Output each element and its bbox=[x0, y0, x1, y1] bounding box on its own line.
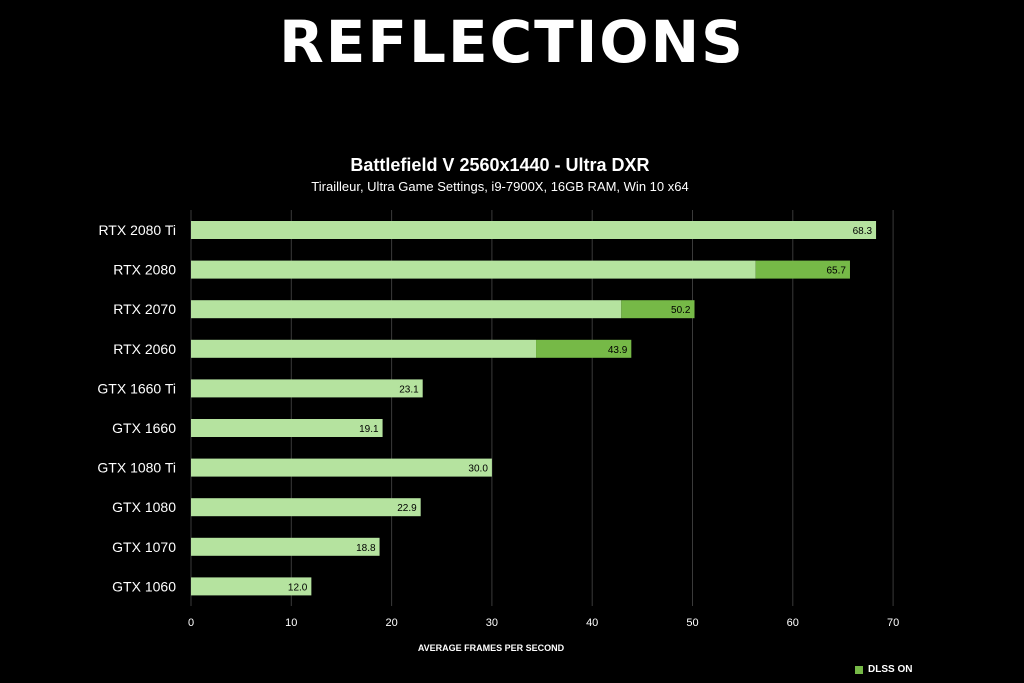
data-label: 22.9 bbox=[397, 503, 417, 514]
category-label: GTX 1080 bbox=[112, 499, 176, 515]
category-label: GTX 1080 Ti bbox=[97, 460, 176, 476]
category-label: GTX 1660 bbox=[112, 420, 176, 436]
category-label: RTX 2060 bbox=[113, 341, 176, 357]
x-tick-label: 70 bbox=[887, 617, 899, 629]
data-label: 43.9 bbox=[608, 345, 628, 356]
bar-base bbox=[191, 458, 492, 477]
x-tick-label: 60 bbox=[787, 617, 799, 629]
x-tick-label: 40 bbox=[586, 617, 598, 629]
data-label: 30.0 bbox=[468, 464, 488, 475]
bar-base bbox=[191, 537, 380, 556]
bar-base bbox=[191, 379, 423, 398]
bar-base bbox=[191, 221, 877, 239]
legend-label-dlss: DLSS ON bbox=[868, 664, 913, 675]
x-tick-label: 30 bbox=[486, 617, 498, 629]
x-tick-label: 50 bbox=[686, 617, 698, 629]
headline: REFLECTIONS bbox=[279, 8, 745, 76]
x-axis-title: AVERAGE FRAMES PER SECOND bbox=[418, 643, 565, 653]
data-label: 68.3 bbox=[853, 226, 873, 237]
data-label: 65.7 bbox=[827, 266, 847, 277]
category-label: RTX 2080 bbox=[113, 262, 176, 278]
bar-base bbox=[191, 300, 622, 319]
data-label: 19.1 bbox=[359, 424, 379, 435]
x-tick-label: 20 bbox=[385, 617, 397, 629]
data-label: 50.2 bbox=[671, 305, 691, 316]
x-tick-label: 0 bbox=[188, 617, 194, 629]
data-label: 23.1 bbox=[399, 384, 419, 395]
category-label: GTX 1660 Ti bbox=[97, 380, 176, 396]
bar-base bbox=[191, 260, 756, 279]
category-label: GTX 1070 bbox=[112, 539, 176, 555]
data-label: 12.0 bbox=[288, 582, 308, 593]
data-label: 18.8 bbox=[356, 543, 376, 554]
chart-subtitle: Tirailleur, Ultra Game Settings, i9-7900… bbox=[311, 179, 689, 194]
legend-swatch-dlss bbox=[855, 665, 863, 674]
bar-base bbox=[191, 498, 421, 517]
bar-base bbox=[191, 577, 312, 596]
bar-dlss bbox=[755, 260, 850, 279]
x-tick-label: 10 bbox=[285, 617, 297, 629]
category-label: GTX 1060 bbox=[112, 578, 176, 594]
bar-dlss bbox=[621, 300, 695, 319]
bar-dlss bbox=[536, 339, 632, 358]
bar-base bbox=[191, 419, 383, 437]
category-label: RTX 2070 bbox=[113, 301, 176, 317]
chart-title: Battlefield V 2560x1440 - Ultra DXR bbox=[350, 155, 650, 175]
legend: DLSS ON bbox=[855, 664, 912, 675]
bar-base bbox=[191, 339, 537, 358]
category-label: RTX 2080 Ti bbox=[98, 222, 176, 238]
